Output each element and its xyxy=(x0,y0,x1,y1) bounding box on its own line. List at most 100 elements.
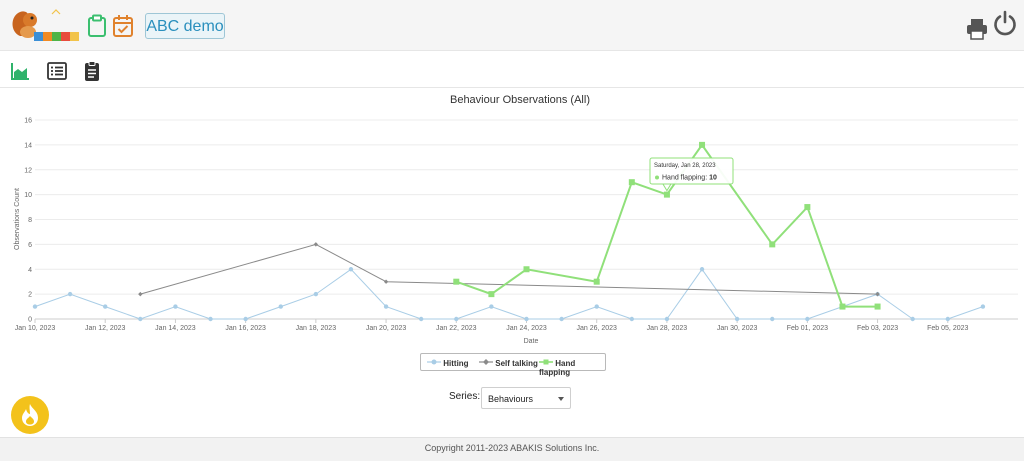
hitting-point xyxy=(524,316,529,322)
hand-flapping-point xyxy=(769,241,776,248)
chart-title: Behaviour Observations (All) xyxy=(450,94,590,106)
legend-item-hitting[interactable]: Hitting xyxy=(427,358,469,368)
x-tick-label: Jan 18, 2023 xyxy=(296,325,337,332)
hand-flapping-point xyxy=(699,141,706,148)
hitting-point xyxy=(103,304,108,309)
behaviour-chart: Behaviour Observations (All) Observation… xyxy=(14,94,1018,345)
series-self-talking xyxy=(138,242,880,297)
hitting-point xyxy=(348,267,354,272)
x-tick-label: Jan 14, 2023 xyxy=(155,325,196,332)
y-tick-label: 4 xyxy=(28,267,32,274)
hitting-point xyxy=(278,304,283,309)
hand-flapping-point xyxy=(523,266,530,273)
footer: Copyright 2011-2023 ABAKIS Solutions Inc… xyxy=(0,437,1024,461)
hitting-point xyxy=(980,304,986,309)
hitting-point xyxy=(383,304,389,309)
abakis-squirrel-logo[interactable] xyxy=(8,6,80,46)
series-select-value: Behaviours xyxy=(488,394,534,404)
tooltip-box xyxy=(649,157,734,185)
hitting-point xyxy=(243,316,248,322)
flame-icon xyxy=(22,404,38,426)
series-label: Series: xyxy=(449,391,481,402)
hitting-point xyxy=(734,316,740,322)
hitting-point xyxy=(489,304,494,309)
power-icon[interactable] xyxy=(992,10,1018,36)
legend-marker-self-talking xyxy=(479,359,493,365)
legend-item-self-talking[interactable]: Self talking xyxy=(479,358,538,368)
print-icon[interactable] xyxy=(966,18,988,40)
x-tick-label: Feb 05, 2023 xyxy=(927,325,968,332)
self-talking-point xyxy=(138,291,143,297)
clipboard-icon[interactable] xyxy=(86,14,108,38)
series-select[interactable]: Behaviours xyxy=(481,387,571,409)
hand-flapping-point xyxy=(593,278,600,285)
hand-flapping-point xyxy=(804,204,811,211)
x-tick-label: Jan 28, 2023 xyxy=(647,325,688,332)
hitting-point xyxy=(67,291,73,297)
hitting-point xyxy=(418,316,424,322)
y-tick-label: 14 xyxy=(24,142,32,149)
hitting-point xyxy=(454,316,459,322)
x-tick-label: Feb 01, 2023 xyxy=(787,325,828,332)
x-tick-label: Jan 12, 2023 xyxy=(85,325,126,332)
x-tick-label: Jan 24, 2023 xyxy=(506,325,547,332)
y-tick-label: 16 xyxy=(24,118,32,125)
series-hand-flapping xyxy=(453,141,881,310)
y-tick-label: 0 xyxy=(28,317,32,324)
x-tick-label: Feb 03, 2023 xyxy=(857,325,898,332)
tooltip-value: 10 xyxy=(709,175,717,182)
hand-flapping-point xyxy=(453,278,460,285)
hitting-point xyxy=(208,316,213,322)
tooltip-marker xyxy=(655,175,659,180)
hitting-point xyxy=(138,316,143,322)
chevron-down-icon xyxy=(558,397,564,401)
calendar-check-icon[interactable] xyxy=(112,14,134,38)
help-fab-button[interactable] xyxy=(11,396,49,434)
hand-flapping-point xyxy=(488,291,495,298)
hitting-point xyxy=(664,316,670,322)
hitting-point xyxy=(770,316,775,322)
y-tick-label: 8 xyxy=(28,217,32,224)
legend-marker-hand-flapping xyxy=(539,359,553,365)
clipboard-list-icon[interactable] xyxy=(82,61,102,81)
hitting-point xyxy=(629,316,635,322)
legend-item-hand-flapping[interactable]: Hand flapping xyxy=(539,358,605,377)
hitting-point xyxy=(910,316,915,322)
hand-flapping-point xyxy=(839,303,846,310)
hitting-line xyxy=(34,268,984,320)
hand-flapping-point xyxy=(628,179,635,186)
y-tick-label: 12 xyxy=(24,167,32,174)
tooltip-pointer xyxy=(662,183,672,192)
legend-label-self-talking: Self talking xyxy=(495,359,538,368)
y-tick-label: 10 xyxy=(24,192,32,199)
legend-label-hand-flapping: Hand flapping xyxy=(539,359,576,377)
hitting-point xyxy=(32,304,38,309)
top-bar: ABC demo xyxy=(0,0,1024,51)
hitting-point xyxy=(594,304,599,309)
list-icon[interactable] xyxy=(47,61,67,81)
x-tick-label: Jan 26, 2023 xyxy=(576,325,617,332)
hand-flapping-point xyxy=(663,191,670,198)
hitting-point xyxy=(699,267,705,272)
hand-flapping-point xyxy=(874,303,881,310)
tooltip-series-label: Hand flapping: 10 xyxy=(662,175,717,182)
x-tick-label: Jan 16, 2023 xyxy=(225,325,266,332)
legend-marker-hitting xyxy=(427,359,441,365)
self-talking-point xyxy=(875,291,880,297)
self-talking-point xyxy=(383,279,389,284)
tooltip-date: Saturday, Jan 28, 2023 xyxy=(654,163,716,169)
x-tick-label: Jan 30, 2023 xyxy=(717,325,758,332)
area-chart-icon[interactable] xyxy=(10,61,30,81)
view-toolbar xyxy=(0,51,1024,88)
y-tick-label: 2 xyxy=(28,292,32,299)
hitting-point xyxy=(313,291,319,297)
copyright-text: Copyright 2011-2023 ABAKIS Solutions Inc… xyxy=(424,443,600,453)
hitting-point xyxy=(805,316,810,322)
chart-legend: Hitting Self talking Hand flapping xyxy=(420,353,606,377)
self-talking-line xyxy=(140,243,878,295)
x-tick-label: Jan 20, 2023 xyxy=(366,325,407,332)
y-axis-label: Observations Count xyxy=(14,188,21,250)
hitting-point xyxy=(559,316,564,322)
self-talking-point xyxy=(313,242,319,247)
demo-button[interactable]: ABC demo xyxy=(145,13,225,39)
